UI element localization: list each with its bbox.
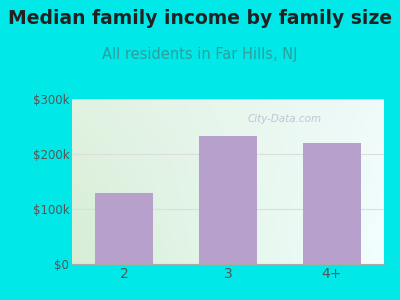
Bar xyxy=(303,143,361,264)
Text: City-Data.com: City-Data.com xyxy=(247,114,321,124)
Text: All residents in Far Hills, NJ: All residents in Far Hills, NJ xyxy=(102,46,298,62)
Text: Median family income by family size: Median family income by family size xyxy=(8,8,392,28)
Bar xyxy=(199,136,257,264)
Bar xyxy=(96,193,153,264)
